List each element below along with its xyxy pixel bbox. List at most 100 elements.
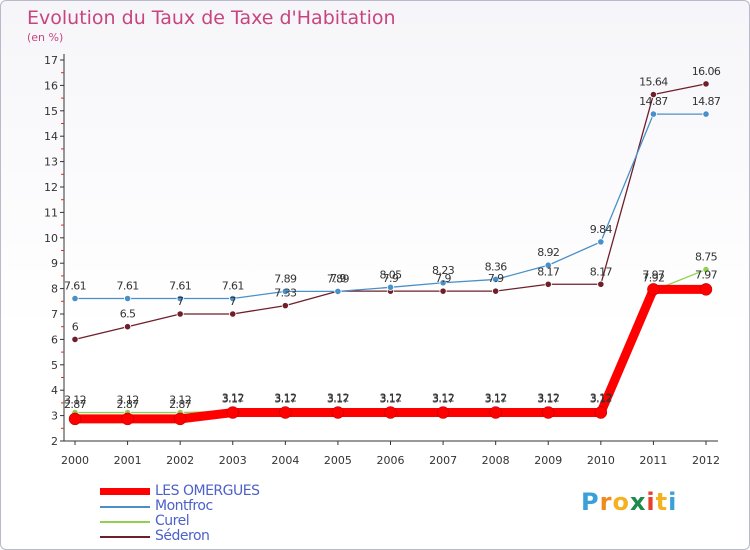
x-tick-label: 2004 xyxy=(271,454,299,467)
data-label-montfroc: 8.92 xyxy=(537,246,559,259)
data-point-les-omergues xyxy=(68,412,82,426)
chart-title: Evolution du Taux de Taxe d'Habitation xyxy=(27,7,396,29)
data-point-sederon xyxy=(439,287,447,295)
data-point-montfroc xyxy=(439,279,447,287)
data-label-sederon: 7.9 xyxy=(330,272,346,285)
data-label-curel: 8.75 xyxy=(695,251,718,264)
y-tick-label: 7 xyxy=(51,308,58,321)
data-label-sederon: 6 xyxy=(72,320,79,333)
data-label-montfroc: 7.61 xyxy=(117,280,139,293)
y-tick-label: 2 xyxy=(51,435,58,448)
y-tick-label: 10 xyxy=(44,232,58,245)
data-label-les-omergues: 3.12 xyxy=(485,392,507,405)
data-label-curel: 3.17 xyxy=(379,392,402,405)
data-label-sederon: 7 xyxy=(230,295,237,308)
data-point-montfroc xyxy=(123,294,132,303)
proxiti-logo: Proxiti xyxy=(581,488,677,516)
x-tick-label: 2003 xyxy=(219,454,247,467)
data-label-curel: 3.17 xyxy=(485,392,508,405)
data-label-les-omergues: 2.87 xyxy=(169,398,192,411)
legend-label-montfroc: Montfroc xyxy=(155,498,213,514)
data-label-sederon: 7.33 xyxy=(274,287,297,300)
x-tick-label: 2005 xyxy=(324,454,352,467)
data-label-curel: 3.17 xyxy=(537,392,560,405)
axes: 2 3 4 5 6 7 8 9 10 11 12 13 14 15 16 17 2000 2001 2002 2003… xyxy=(44,54,720,467)
data-label-curel: 3.12 xyxy=(64,394,86,407)
y-tick-label: 8 xyxy=(51,283,58,296)
data-label-les-omergues: 3.12 xyxy=(327,392,349,405)
data-label-les-omergues: 3.12 xyxy=(222,392,244,405)
data-label-les-omergues: 3.12 xyxy=(590,392,612,405)
legend-item-curel[interactable]: Curel xyxy=(100,513,360,530)
x-tick-label: 2010 xyxy=(587,454,615,467)
x-tick-label: 2000 xyxy=(61,454,89,467)
data-label-montfroc: 8.23 xyxy=(432,264,455,277)
data-label-sederon: 7.9 xyxy=(435,272,451,285)
x-tick-label: 2001 xyxy=(114,454,142,467)
legend-item-sederon[interactable]: Séderon xyxy=(100,528,360,545)
data-point-les-omergues xyxy=(384,406,397,419)
legend-swatch-montfroc xyxy=(100,506,150,508)
logo-letter: t xyxy=(655,488,669,516)
data-point-les-omergues xyxy=(331,406,345,419)
data-point-sederon xyxy=(229,310,237,318)
data-point-montfroc xyxy=(386,283,395,291)
x-tick-label: 2011 xyxy=(639,454,667,467)
data-point-montfroc xyxy=(649,110,658,118)
data-point-sederon xyxy=(544,280,552,288)
data-point-montfroc xyxy=(281,287,289,295)
x-tick-label: 2007 xyxy=(429,454,457,467)
data-label-montfroc: 7.89 xyxy=(327,272,350,285)
data-label-sederon: 6.5 xyxy=(120,308,136,321)
data-point-les-omergues xyxy=(173,412,187,426)
data-label-sederon: 16.06 xyxy=(692,65,721,78)
data-point-sederon xyxy=(597,280,605,288)
data-point-montfroc xyxy=(702,110,710,118)
data-label-curel: 3.12 xyxy=(169,394,191,407)
data-point-les-omergues xyxy=(647,283,660,296)
logo-letter: i xyxy=(668,488,678,516)
data-label-montfroc: 7.61 xyxy=(64,280,86,293)
legend-label-les-omergues: LES OMERGUES xyxy=(155,483,260,499)
data-point-les-omergues xyxy=(489,406,502,419)
data-label-les-omergues: 3.12 xyxy=(432,392,454,405)
x-tick-label: 2009 xyxy=(534,454,562,467)
data-point-sederon xyxy=(702,80,710,88)
legend-item-montfroc[interactable]: Montfroc xyxy=(100,498,360,515)
data-point-les-omergues xyxy=(542,406,555,419)
legend-item-les-omergues[interactable]: LES OMERGUES xyxy=(100,483,360,500)
data-label-montfroc: 14.87 xyxy=(692,95,721,108)
data-label-les-omergues: 3.12 xyxy=(274,392,296,405)
legend-swatch-sederon xyxy=(100,536,150,538)
y-tick-label: 4 xyxy=(51,384,58,397)
y-tick-label: 15 xyxy=(44,105,58,118)
data-point-sederon xyxy=(281,302,289,310)
data-label-les-omergues: 3.12 xyxy=(379,392,401,405)
y-tick-label: 9 xyxy=(51,257,58,270)
data-point-montfroc xyxy=(229,294,237,303)
y-tick-label: 16 xyxy=(44,79,58,92)
y-tick-label: 17 xyxy=(44,54,58,67)
data-label-sederon: 7.9 xyxy=(383,272,399,285)
x-tick-label: 2002 xyxy=(166,454,194,467)
series-layer xyxy=(68,80,713,426)
data-label-montfroc: 8.05 xyxy=(379,268,402,281)
logo-letter: P xyxy=(581,488,600,516)
data-label-curel: 3.17 xyxy=(222,392,245,405)
data-point-montfroc xyxy=(334,287,342,295)
data-label-curel: 7.92 xyxy=(642,272,664,285)
y-tick-label: 13 xyxy=(44,156,58,169)
data-label-curel: 3.17 xyxy=(274,392,297,405)
data-label-curel: 3.17 xyxy=(432,392,455,405)
data-labels-layer: 2.87 2.87 2.87 3.12 3.12 3.12 3.12 3.12 3.12 3.12… xyxy=(64,65,721,411)
data-label-montfroc: 14.87 xyxy=(639,95,668,108)
data-point-les-omergues xyxy=(279,406,292,419)
legend-swatch-curel xyxy=(100,521,150,523)
data-point-sederon xyxy=(176,310,184,318)
data-point-montfroc xyxy=(492,275,500,284)
data-label-curel: 3.12 xyxy=(117,394,139,407)
data-point-les-omergues xyxy=(436,406,450,419)
legend-label-curel: Curel xyxy=(155,513,190,529)
